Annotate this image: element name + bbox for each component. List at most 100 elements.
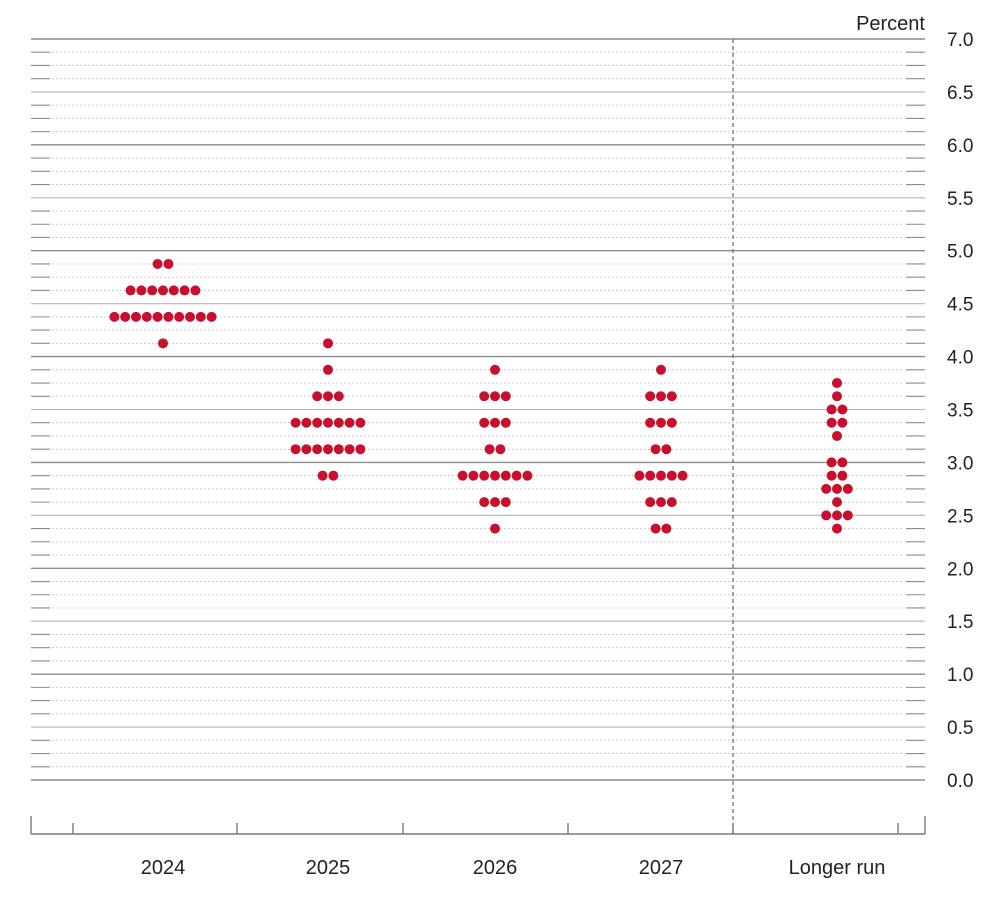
x-tick-label: 2024 [141,857,186,879]
participant-dot [479,470,490,481]
participant-dot [147,285,158,296]
participant-dot [826,404,837,415]
participant-dot [158,285,168,296]
participant-dot [656,391,666,402]
participant-dot [661,523,672,534]
y-tick-label: 2.0 [947,559,973,580]
participant-dot [163,311,174,322]
y-tick-label: 4.5 [947,295,973,316]
y-unit-label: Percent [856,13,925,35]
participant-dot [832,497,842,508]
participant-dot [206,311,217,322]
participant-dot [832,510,842,521]
participant-dot [821,510,832,521]
y-tick-label: 4.0 [947,348,973,369]
grid-layer [31,38,925,834]
participant-dot [645,417,656,428]
participant-dot [500,417,511,428]
participant-dot [163,258,174,269]
participant-dot [328,470,339,481]
x-tick-label: Longer run [789,857,886,879]
y-tick-label: 6.0 [947,136,973,157]
participant-dot [656,470,666,481]
participant-dot [656,417,666,428]
participant-dot [109,311,120,322]
participant-dot [158,338,168,349]
participant-dot [837,457,848,468]
y-tick-label: 1.0 [947,665,973,686]
participant-dot [323,364,333,375]
participant-dot [500,391,511,402]
y-tick-label: 5.0 [947,242,973,263]
participant-dot [185,311,195,322]
participant-dot [290,444,301,455]
participant-dot [457,470,468,481]
participant-dot [677,470,688,481]
x-tick-label: 2026 [473,857,518,879]
participant-dot [120,311,131,322]
participant-dot [826,470,837,481]
y-tick-label: 3.5 [947,401,973,422]
participant-dot [333,444,344,455]
participant-dot [821,483,832,494]
participant-dot [468,470,479,481]
participant-dot [645,497,656,508]
x-tick-label: 2027 [639,857,684,879]
x-tick-label: 2025 [306,857,351,879]
participant-dot [355,444,366,455]
participant-dot [645,470,656,481]
participant-dot [826,417,837,428]
participant-dot [344,444,355,455]
participant-dot [666,391,677,402]
y-tick-label: 7.0 [947,30,973,51]
participant-dot [179,285,190,296]
y-tick-label: 2.5 [947,506,973,527]
y-tick-label: 6.5 [947,83,973,104]
y-tick-label: 1.5 [947,612,973,633]
participant-dot [168,285,179,296]
participant-dot [479,417,490,428]
participant-dot [522,470,533,481]
y-tick-label: 3.0 [947,453,973,474]
participant-dot [333,417,344,428]
participant-dot [634,470,645,481]
participant-dot [323,417,333,428]
participant-dot [645,391,656,402]
participant-dot [355,417,366,428]
axis-layer: 0.0 0.5 1.0 1.5 2.0 2.5 3.0 3.5 4.0 4.5 5.0 5.5 6.0 6… [30,30,973,879]
participant-dot [500,497,511,508]
participant-dot [317,470,328,481]
y-tick-label: 0.0 [947,771,973,792]
participant-dot [837,470,848,481]
y-tick-label: 0.5 [947,718,973,739]
participant-dot [484,444,495,455]
participant-dot [650,523,661,534]
participant-dot [136,285,147,296]
participant-dot [323,338,333,349]
participant-dot [312,417,323,428]
participant-dot [500,470,511,481]
participant-dot [826,457,837,468]
participant-dot [842,510,853,521]
participant-dot [490,497,500,508]
participant-dot [495,444,506,455]
participant-dot [666,470,677,481]
participant-dot [479,497,490,508]
participant-dot [190,285,201,296]
participant-dot [323,444,333,455]
y-tick-label: 5.5 [947,189,973,210]
participant-dot [832,523,842,534]
participant-dot [837,404,848,415]
participant-dot [511,470,522,481]
participant-dot [490,391,500,402]
participant-dot [141,311,152,322]
participant-dot [301,417,312,428]
participant-dot [832,430,842,441]
participant-dot [152,311,163,322]
participant-dot [490,470,500,481]
participant-dot [832,391,842,402]
participant-dot [656,497,666,508]
participant-dot [666,417,677,428]
